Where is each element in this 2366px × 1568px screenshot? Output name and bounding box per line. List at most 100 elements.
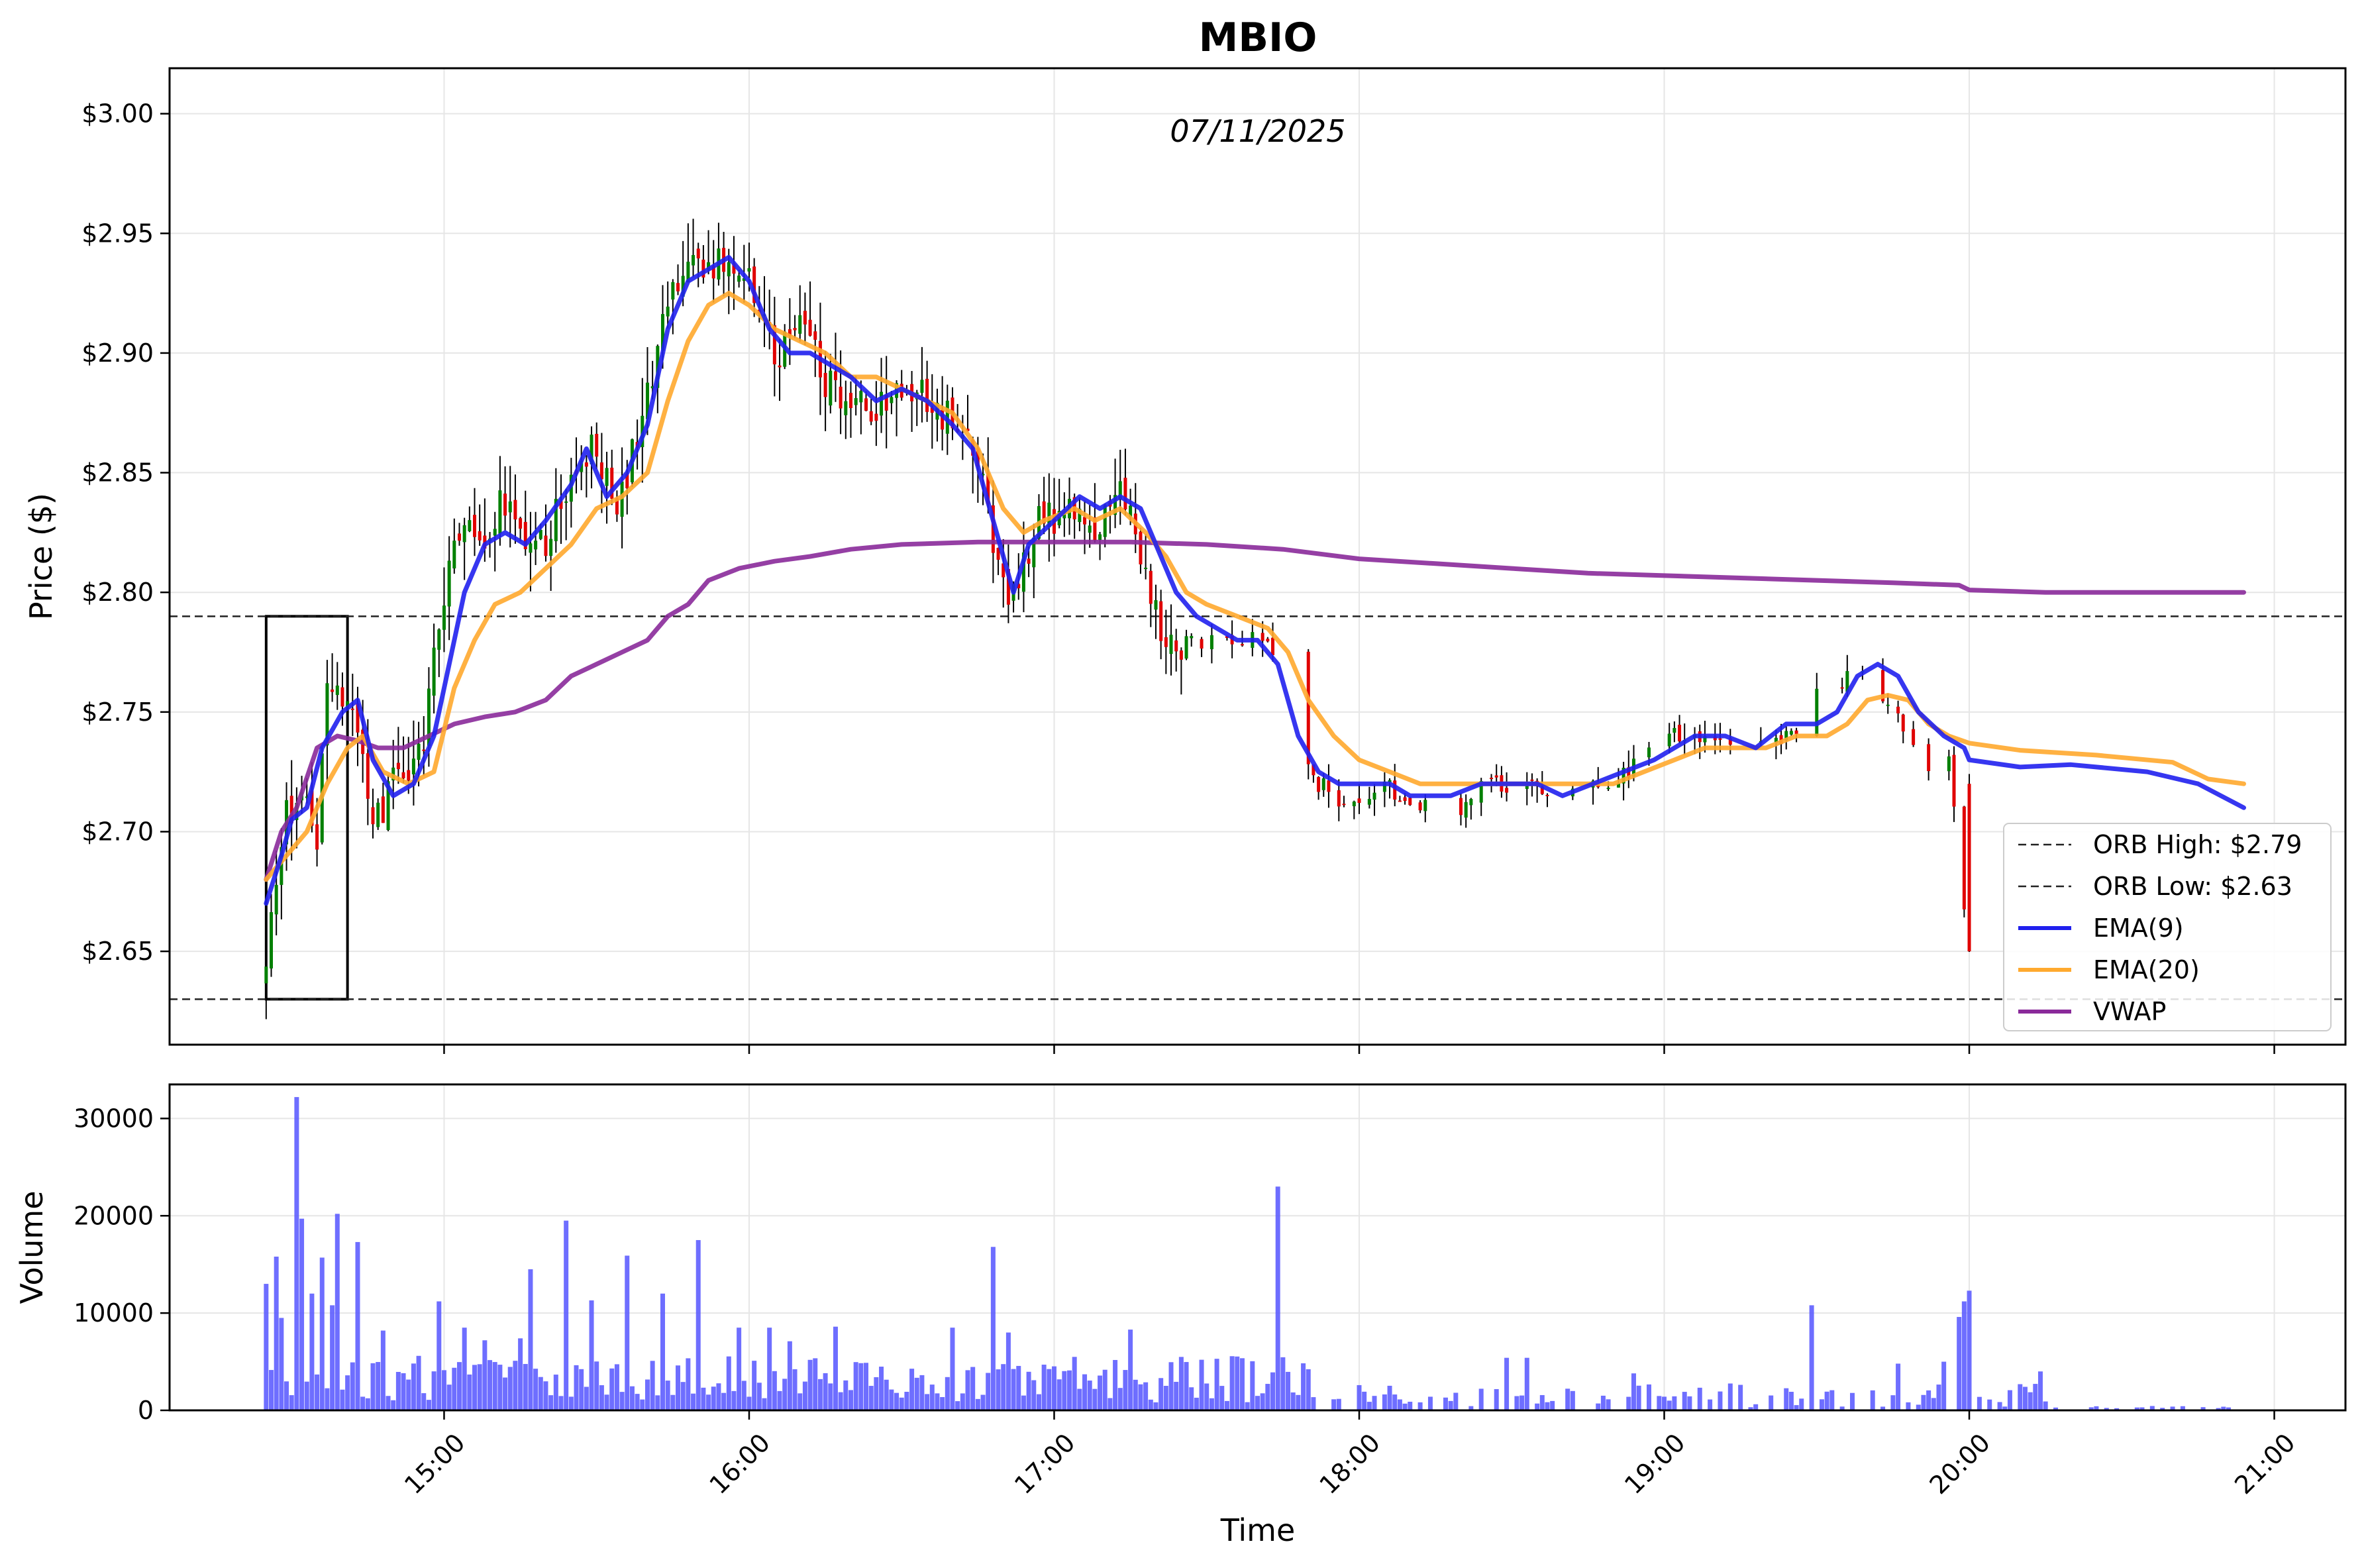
volume-bar <box>528 1269 533 1410</box>
volume-bar <box>950 1328 955 1410</box>
volume-bar <box>441 1370 446 1410</box>
volume-bar <box>2037 1371 2043 1410</box>
candle-body <box>473 515 477 537</box>
volume-bar <box>1784 1388 1789 1410</box>
candle-body <box>1169 635 1173 654</box>
volume-bar <box>2149 1406 2155 1410</box>
volume-bar <box>1362 1391 1367 1410</box>
price-tick-label: $2.85 <box>81 458 154 488</box>
volume-bar <box>1417 1402 1423 1410</box>
candle-body <box>1179 650 1183 660</box>
volume-bar <box>1941 1361 1947 1410</box>
volume-axis-label: Volume <box>14 1190 50 1304</box>
candle-body <box>1490 778 1494 780</box>
candle-body <box>991 505 995 553</box>
volume-bar <box>1077 1388 1082 1410</box>
candle-body <box>391 767 395 781</box>
volume-bar <box>1596 1403 1601 1410</box>
candle-body <box>462 525 466 543</box>
volume-bar <box>1031 1380 1037 1410</box>
candle-body <box>884 394 888 411</box>
volume-bars <box>264 1097 2231 1410</box>
volume-bar <box>1280 1357 1286 1410</box>
x-tick-label: 19:00 <box>1619 1428 1691 1500</box>
volume-bar <box>334 1214 340 1410</box>
candle-body <box>1886 704 1890 706</box>
x-ticks: 15:00 16:00 17:00 18:00 19:00 20:00 21:00 <box>399 1045 2301 1500</box>
volume-bar <box>1072 1357 1077 1410</box>
volume-bar <box>309 1293 315 1410</box>
volume-bar <box>1051 1366 1056 1410</box>
candle-body <box>666 306 670 317</box>
volume-bar <box>823 1373 828 1410</box>
volume-bar <box>558 1396 564 1410</box>
volume-bar <box>1005 1332 1011 1410</box>
volume-bar <box>426 1400 431 1410</box>
candle-body <box>1962 806 1966 910</box>
candle-body <box>1113 495 1117 515</box>
candle-body <box>544 535 548 556</box>
candle-body <box>615 498 619 515</box>
volume-bar <box>1957 1317 1962 1410</box>
candle-body <box>701 259 705 278</box>
candle-body <box>1139 531 1143 565</box>
volume-bar <box>360 1396 366 1410</box>
candle-body <box>1027 558 1031 564</box>
candle-body <box>650 386 654 389</box>
volume-bar <box>1788 1392 1794 1410</box>
volume-bar <box>1906 1402 1911 1410</box>
volume-bar <box>1382 1394 1387 1410</box>
legend-label-orb_high: ORB High: $2.79 <box>2093 830 2302 859</box>
candle-body <box>686 262 690 283</box>
orb-lines <box>170 615 2345 1000</box>
candle-body <box>1321 778 1325 790</box>
candle-body <box>1621 767 1625 784</box>
volume-bar <box>1931 1398 1936 1410</box>
volume-bar <box>680 1382 686 1410</box>
volume-bar <box>482 1340 488 1410</box>
candle-body <box>1896 706 1900 713</box>
candles <box>264 219 1971 1019</box>
volume-panel: 0 10000 20000 30000 Volume <box>14 1083 2347 1425</box>
candle-body <box>849 393 852 408</box>
volume-bar <box>894 1392 900 1410</box>
volume-bar <box>289 1395 294 1410</box>
candle-body <box>1337 790 1341 807</box>
volume-bar <box>1184 1362 1189 1410</box>
ema20-line <box>264 291 2246 882</box>
volume-bar <box>1270 1372 1276 1410</box>
volume-bar <box>1250 1361 1255 1410</box>
candle-body <box>1042 501 1046 524</box>
volume-bar <box>1306 1369 1311 1410</box>
volume-bar <box>1245 1402 1250 1410</box>
volume-bar <box>1158 1378 1164 1410</box>
volume-bar <box>503 1377 508 1410</box>
volume-bar <box>629 1386 635 1410</box>
volume-bar <box>1926 1390 1931 1410</box>
candle-body <box>1021 552 1025 592</box>
x-tick-label: 16:00 <box>704 1428 776 1500</box>
candle-body <box>1382 781 1386 792</box>
volume-bar <box>1229 1356 1235 1410</box>
volume-bar <box>1336 1398 1341 1410</box>
candle-body <box>376 802 380 827</box>
volume-bar <box>1667 1400 1672 1410</box>
volume-bar <box>1987 1399 1992 1410</box>
volume-bar <box>1402 1403 1408 1410</box>
volume-bar <box>721 1392 727 1410</box>
candle-body <box>534 541 538 550</box>
volume-grid <box>170 1084 2345 1411</box>
candle-body <box>401 772 405 778</box>
candle-body <box>1667 733 1671 747</box>
candle-body <box>519 518 523 529</box>
candle-body <box>381 796 385 823</box>
volume-bar <box>1718 1391 1723 1410</box>
volume-bar <box>2018 1384 2023 1410</box>
candle-body <box>732 263 736 274</box>
candle-body <box>599 462 603 480</box>
candle-body <box>1606 788 1610 790</box>
volume-bar <box>695 1239 701 1410</box>
volume-bar <box>1036 1394 1041 1410</box>
volume-bar <box>767 1328 772 1410</box>
volume-bar <box>431 1371 437 1410</box>
